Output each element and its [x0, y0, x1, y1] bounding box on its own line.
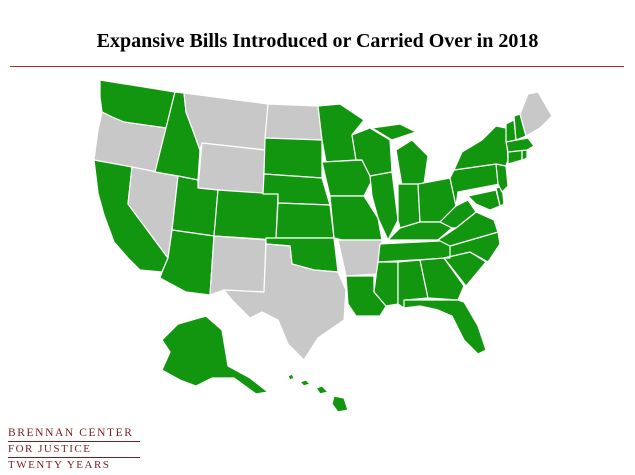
- state-me: [519, 91, 553, 137]
- brennan-center-logo: BRENNAN CENTER FOR JUSTICE TWENTY YEARS: [8, 427, 148, 472]
- state-ga: [419, 257, 465, 301]
- state-wy: [197, 142, 266, 195]
- state-ar: [337, 239, 383, 277]
- logo-divider: [8, 441, 140, 442]
- state-co: [213, 189, 279, 241]
- state-hi: [287, 373, 349, 413]
- title-divider: [10, 66, 624, 67]
- state-nc: [443, 231, 501, 263]
- state-ri: [521, 149, 528, 161]
- state-ny: [453, 125, 509, 171]
- state-ks: [275, 202, 335, 239]
- logo-line-3: TWENTY YEARS: [8, 459, 111, 471]
- state-nd: [264, 103, 323, 141]
- state-mt: [183, 92, 269, 151]
- logo-divider-2: [8, 457, 140, 458]
- state-la: [345, 275, 391, 317]
- state-sd: [263, 137, 323, 179]
- page-title: Expansive Bills Introduced or Carried Ov…: [96, 30, 539, 52]
- state-ak: [161, 315, 269, 395]
- logo-line-1: BRENNAN CENTER: [8, 427, 134, 439]
- state-ma: [505, 137, 535, 153]
- state-tx: [223, 243, 347, 361]
- state-ia: [321, 159, 373, 197]
- state-nm: [209, 235, 267, 296]
- state-fl: [403, 299, 487, 355]
- state-in: [397, 183, 421, 229]
- state-mi: [371, 123, 429, 187]
- logo-line-2: FOR JUSTICE: [8, 443, 92, 455]
- state-md: [467, 189, 501, 211]
